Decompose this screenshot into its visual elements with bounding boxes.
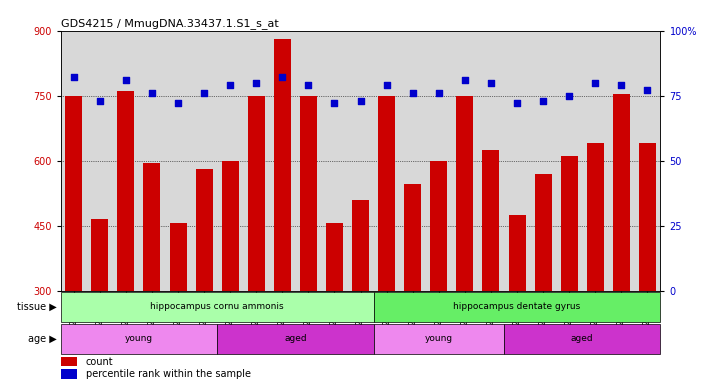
Point — [459, 77, 471, 83]
Bar — [274, 40, 291, 291]
Point — [355, 98, 366, 104]
Bar — [560, 156, 578, 291]
Bar — [222, 161, 238, 291]
Text: hippocampus cornu ammonis: hippocampus cornu ammonis — [151, 302, 284, 311]
Bar — [483, 150, 499, 291]
Point — [511, 100, 523, 106]
Bar — [352, 200, 369, 291]
Bar — [144, 163, 161, 291]
Bar — [587, 143, 604, 291]
Bar — [169, 223, 186, 291]
Bar — [431, 161, 447, 291]
Bar — [61, 324, 217, 354]
Bar — [504, 324, 660, 354]
Text: GDS4215 / MmugDNA.33437.1.S1_s_at: GDS4215 / MmugDNA.33437.1.S1_s_at — [61, 18, 278, 30]
Bar — [613, 94, 630, 291]
Point — [120, 77, 131, 83]
Text: aged: aged — [571, 334, 593, 343]
Text: tissue ▶: tissue ▶ — [17, 302, 57, 312]
Text: count: count — [86, 357, 114, 367]
Text: percentile rank within the sample: percentile rank within the sample — [86, 369, 251, 379]
Bar — [217, 324, 373, 354]
Point — [276, 74, 288, 81]
Bar — [639, 143, 656, 291]
Point — [381, 82, 393, 88]
Point — [433, 90, 445, 96]
Bar — [373, 324, 504, 354]
Bar — [404, 184, 421, 291]
Point — [198, 90, 210, 96]
Point — [94, 98, 106, 104]
Bar — [300, 96, 317, 291]
Point — [68, 74, 79, 81]
Bar — [508, 215, 526, 291]
Point — [172, 100, 183, 106]
Text: age ▶: age ▶ — [29, 334, 57, 344]
Point — [303, 82, 314, 88]
Bar — [535, 174, 552, 291]
Point — [615, 82, 627, 88]
Point — [563, 93, 575, 99]
Bar — [65, 96, 82, 291]
Point — [146, 90, 158, 96]
Bar — [61, 357, 78, 366]
Point — [538, 98, 549, 104]
Point — [224, 82, 236, 88]
Point — [486, 79, 497, 86]
Bar — [91, 219, 109, 291]
Bar — [248, 96, 265, 291]
Point — [642, 88, 653, 94]
Text: aged: aged — [284, 334, 307, 343]
Bar — [196, 169, 213, 291]
Text: young: young — [425, 334, 453, 343]
Point — [328, 100, 340, 106]
Bar — [117, 91, 134, 291]
Text: hippocampus dentate gyrus: hippocampus dentate gyrus — [453, 302, 580, 311]
Bar — [456, 96, 473, 291]
Bar — [61, 292, 373, 321]
Point — [251, 79, 262, 86]
Bar — [378, 96, 395, 291]
Point — [590, 79, 601, 86]
Bar — [373, 292, 660, 321]
Text: young: young — [125, 334, 153, 343]
Bar — [61, 369, 78, 379]
Point — [407, 90, 418, 96]
Bar — [326, 223, 343, 291]
